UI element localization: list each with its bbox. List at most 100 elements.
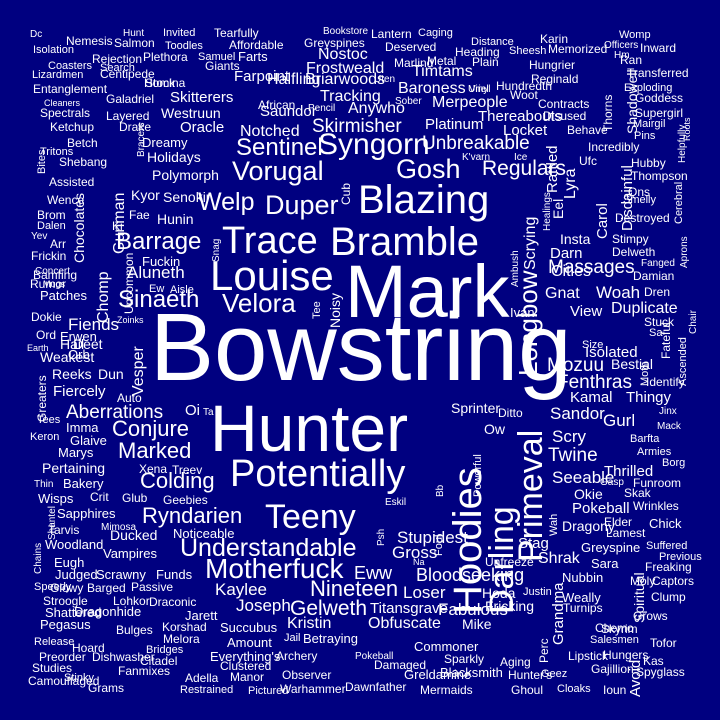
cloud-word: Justin — [523, 586, 552, 598]
cloud-word: Nemesis — [66, 34, 113, 48]
cloud-word: Colding — [140, 468, 215, 493]
cloud-word: Ducked — [110, 527, 158, 543]
cloud-word: Lipstick — [568, 649, 609, 663]
cloud-word: Stroogle — [43, 594, 88, 608]
cloud-word: Saundor — [260, 103, 317, 120]
cloud-word: Syngorn — [318, 128, 430, 161]
cloud-word: Briarwoods — [305, 71, 386, 88]
cloud-word: Mermaids — [420, 683, 473, 697]
cloud-word: Bridges — [146, 644, 184, 656]
cloud-word: Cleaners — [44, 98, 81, 108]
cloud-word: Skyrim — [601, 622, 638, 636]
cloud-word: Darn — [550, 245, 583, 262]
cloud-word: Regulars — [482, 157, 567, 180]
cloud-word: Dokie — [31, 310, 62, 324]
cloud-word: Unbreakable — [422, 133, 530, 154]
cloud-word: Dreamy — [142, 135, 188, 150]
cloud-word: Motherfuck — [205, 553, 344, 584]
cloud-word: Ow — [484, 421, 505, 437]
cloud-word: Farpoint — [234, 68, 290, 85]
cloud-word: Gunman — [111, 192, 128, 254]
cloud-word: Clump — [651, 590, 686, 604]
cloud-word: Sober — [395, 96, 422, 107]
cloud-word: Noisy — [327, 292, 343, 328]
cloud-word: View — [570, 303, 603, 320]
cloud-word: Kyor — [131, 187, 160, 203]
cloud-word: Tee — [311, 301, 323, 319]
cloud-word: Aging — [500, 655, 531, 669]
cloud-word: Stock — [145, 76, 176, 90]
cloud-word: Deet — [73, 336, 103, 352]
cloud-word: Dishwasher — [92, 650, 155, 664]
cloud-word: Hoda — [482, 585, 516, 601]
cloud-word: Melora — [163, 632, 200, 646]
cloud-word: Korshad — [162, 620, 207, 634]
cloud-word: Crit — [90, 490, 109, 504]
cloud-word: Stag — [518, 535, 549, 552]
cloud-word: Giants — [205, 59, 240, 73]
cloud-word: Mimosa — [101, 522, 137, 533]
cloud-word: Rattled — [544, 145, 561, 193]
cloud-word: Shrak — [538, 550, 580, 567]
cloud-word: Lohkor — [113, 594, 150, 608]
cloud-word: Studies — [32, 661, 73, 675]
cloud-word: Moly — [630, 574, 656, 588]
cloud-word: Glowy — [50, 581, 84, 595]
cloud-word: Layered — [106, 109, 150, 123]
cloud-word: Everything's — [210, 649, 281, 664]
cloud-word: Aprons — [679, 236, 690, 268]
cloud-word: Stupidest — [397, 528, 468, 547]
cloud-word: Spyglass — [636, 665, 685, 679]
cloud-word: Disused — [543, 109, 587, 123]
cloud-word: Shebang — [59, 155, 108, 169]
cloud-word: Woodland — [45, 537, 104, 552]
cloud-word: Hail — [60, 336, 85, 352]
cloud-word: Entanglement — [33, 82, 108, 96]
cloud-word: Wah — [548, 513, 560, 536]
cloud-word: Polymorph — [152, 167, 219, 183]
cloud-word: Thrilled — [604, 463, 654, 480]
cloud-word: Betraying — [303, 631, 358, 646]
cloud-word: Citadel — [140, 654, 178, 668]
cloud-word: Betch — [67, 136, 98, 150]
cloud-word: Gasp — [600, 477, 624, 488]
cloud-word: Zoinks — [117, 315, 144, 325]
cloud-word: Massages — [548, 257, 635, 278]
cloud-word: Ketchup — [50, 120, 95, 134]
cloud-word: Frickin — [31, 249, 67, 263]
cloud-word: Mack — [657, 421, 681, 432]
cloud-word: Baroness — [398, 80, 466, 97]
cloud-word: Spectrals — [40, 106, 91, 120]
cloud-word: Isolation — [33, 44, 74, 56]
cloud-word: Goddess — [635, 91, 684, 105]
cloud-word: Skak — [624, 486, 651, 500]
cloud-word: Rumor — [30, 277, 67, 291]
cloud-word: Dragony — [562, 518, 615, 534]
cloud-word: Eel — [550, 198, 566, 219]
cloud-word: Salesmen — [590, 634, 639, 646]
cloud-word: Sprinter — [451, 400, 501, 416]
cloud-word: Geez — [541, 668, 568, 680]
cloud-word: Loser — [403, 583, 446, 602]
cloud-word: Scry — [552, 427, 586, 446]
cloud-word: Pencil — [308, 103, 336, 114]
cloud-word: Na — [413, 557, 425, 567]
cloud-word: Barged — [87, 581, 126, 595]
cloud-word: Hubby — [631, 156, 666, 170]
cloud-word: Wrinkles — [633, 499, 679, 513]
cloud-word: Borg — [662, 457, 686, 469]
cloud-word: Turnips — [563, 601, 603, 615]
cloud-word: Snag — [211, 238, 222, 262]
cloud-word: Ice — [514, 152, 528, 163]
cloud-word: Karin — [540, 32, 569, 46]
cloud-word: Destroyed — [615, 211, 670, 225]
cloud-word: Pegasus — [40, 617, 91, 632]
cloud-word: Chair — [688, 310, 699, 334]
cloud-word: Joseph — [236, 596, 291, 615]
cloud-word: Shattered — [45, 605, 102, 620]
cloud-word: Inward — [640, 41, 677, 55]
cloud-word: Aluneth — [127, 263, 185, 282]
cloud-word: Stinky — [64, 672, 94, 684]
cloud-word: Mugs — [43, 279, 66, 289]
